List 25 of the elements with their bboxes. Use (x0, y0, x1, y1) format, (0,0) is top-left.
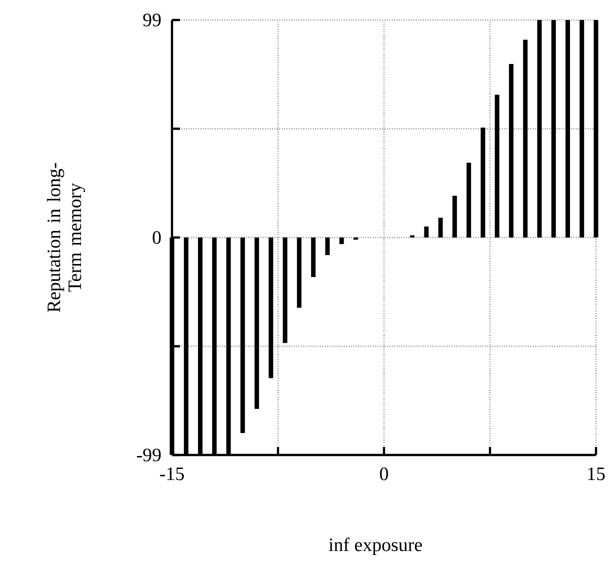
x-tick-label: 0 (380, 468, 388, 480)
bar (466, 162, 472, 238)
x-axis-title: inf exposure (328, 538, 422, 556)
bar (311, 237, 316, 278)
y-tick-label: 0 (152, 231, 161, 244)
bar (268, 237, 274, 378)
y-axis-title: Reputation in long-Term memory (46, 162, 86, 312)
bar (523, 40, 528, 238)
bar (254, 237, 260, 409)
bar (494, 94, 500, 238)
bar (339, 237, 344, 244)
bar (508, 64, 514, 238)
bar (282, 237, 288, 343)
bar (480, 128, 486, 238)
bar (325, 237, 330, 256)
y-tick-label: 99 (143, 14, 161, 26)
x-tick-label: 15 (588, 468, 605, 480)
bar (438, 218, 443, 238)
bar (452, 196, 457, 238)
bar (353, 237, 358, 240)
bar (424, 226, 429, 238)
y-tick-label: -99 (136, 448, 161, 462)
x-tick-label: -15 (160, 468, 184, 480)
bar (296, 237, 302, 308)
bar (240, 237, 245, 434)
